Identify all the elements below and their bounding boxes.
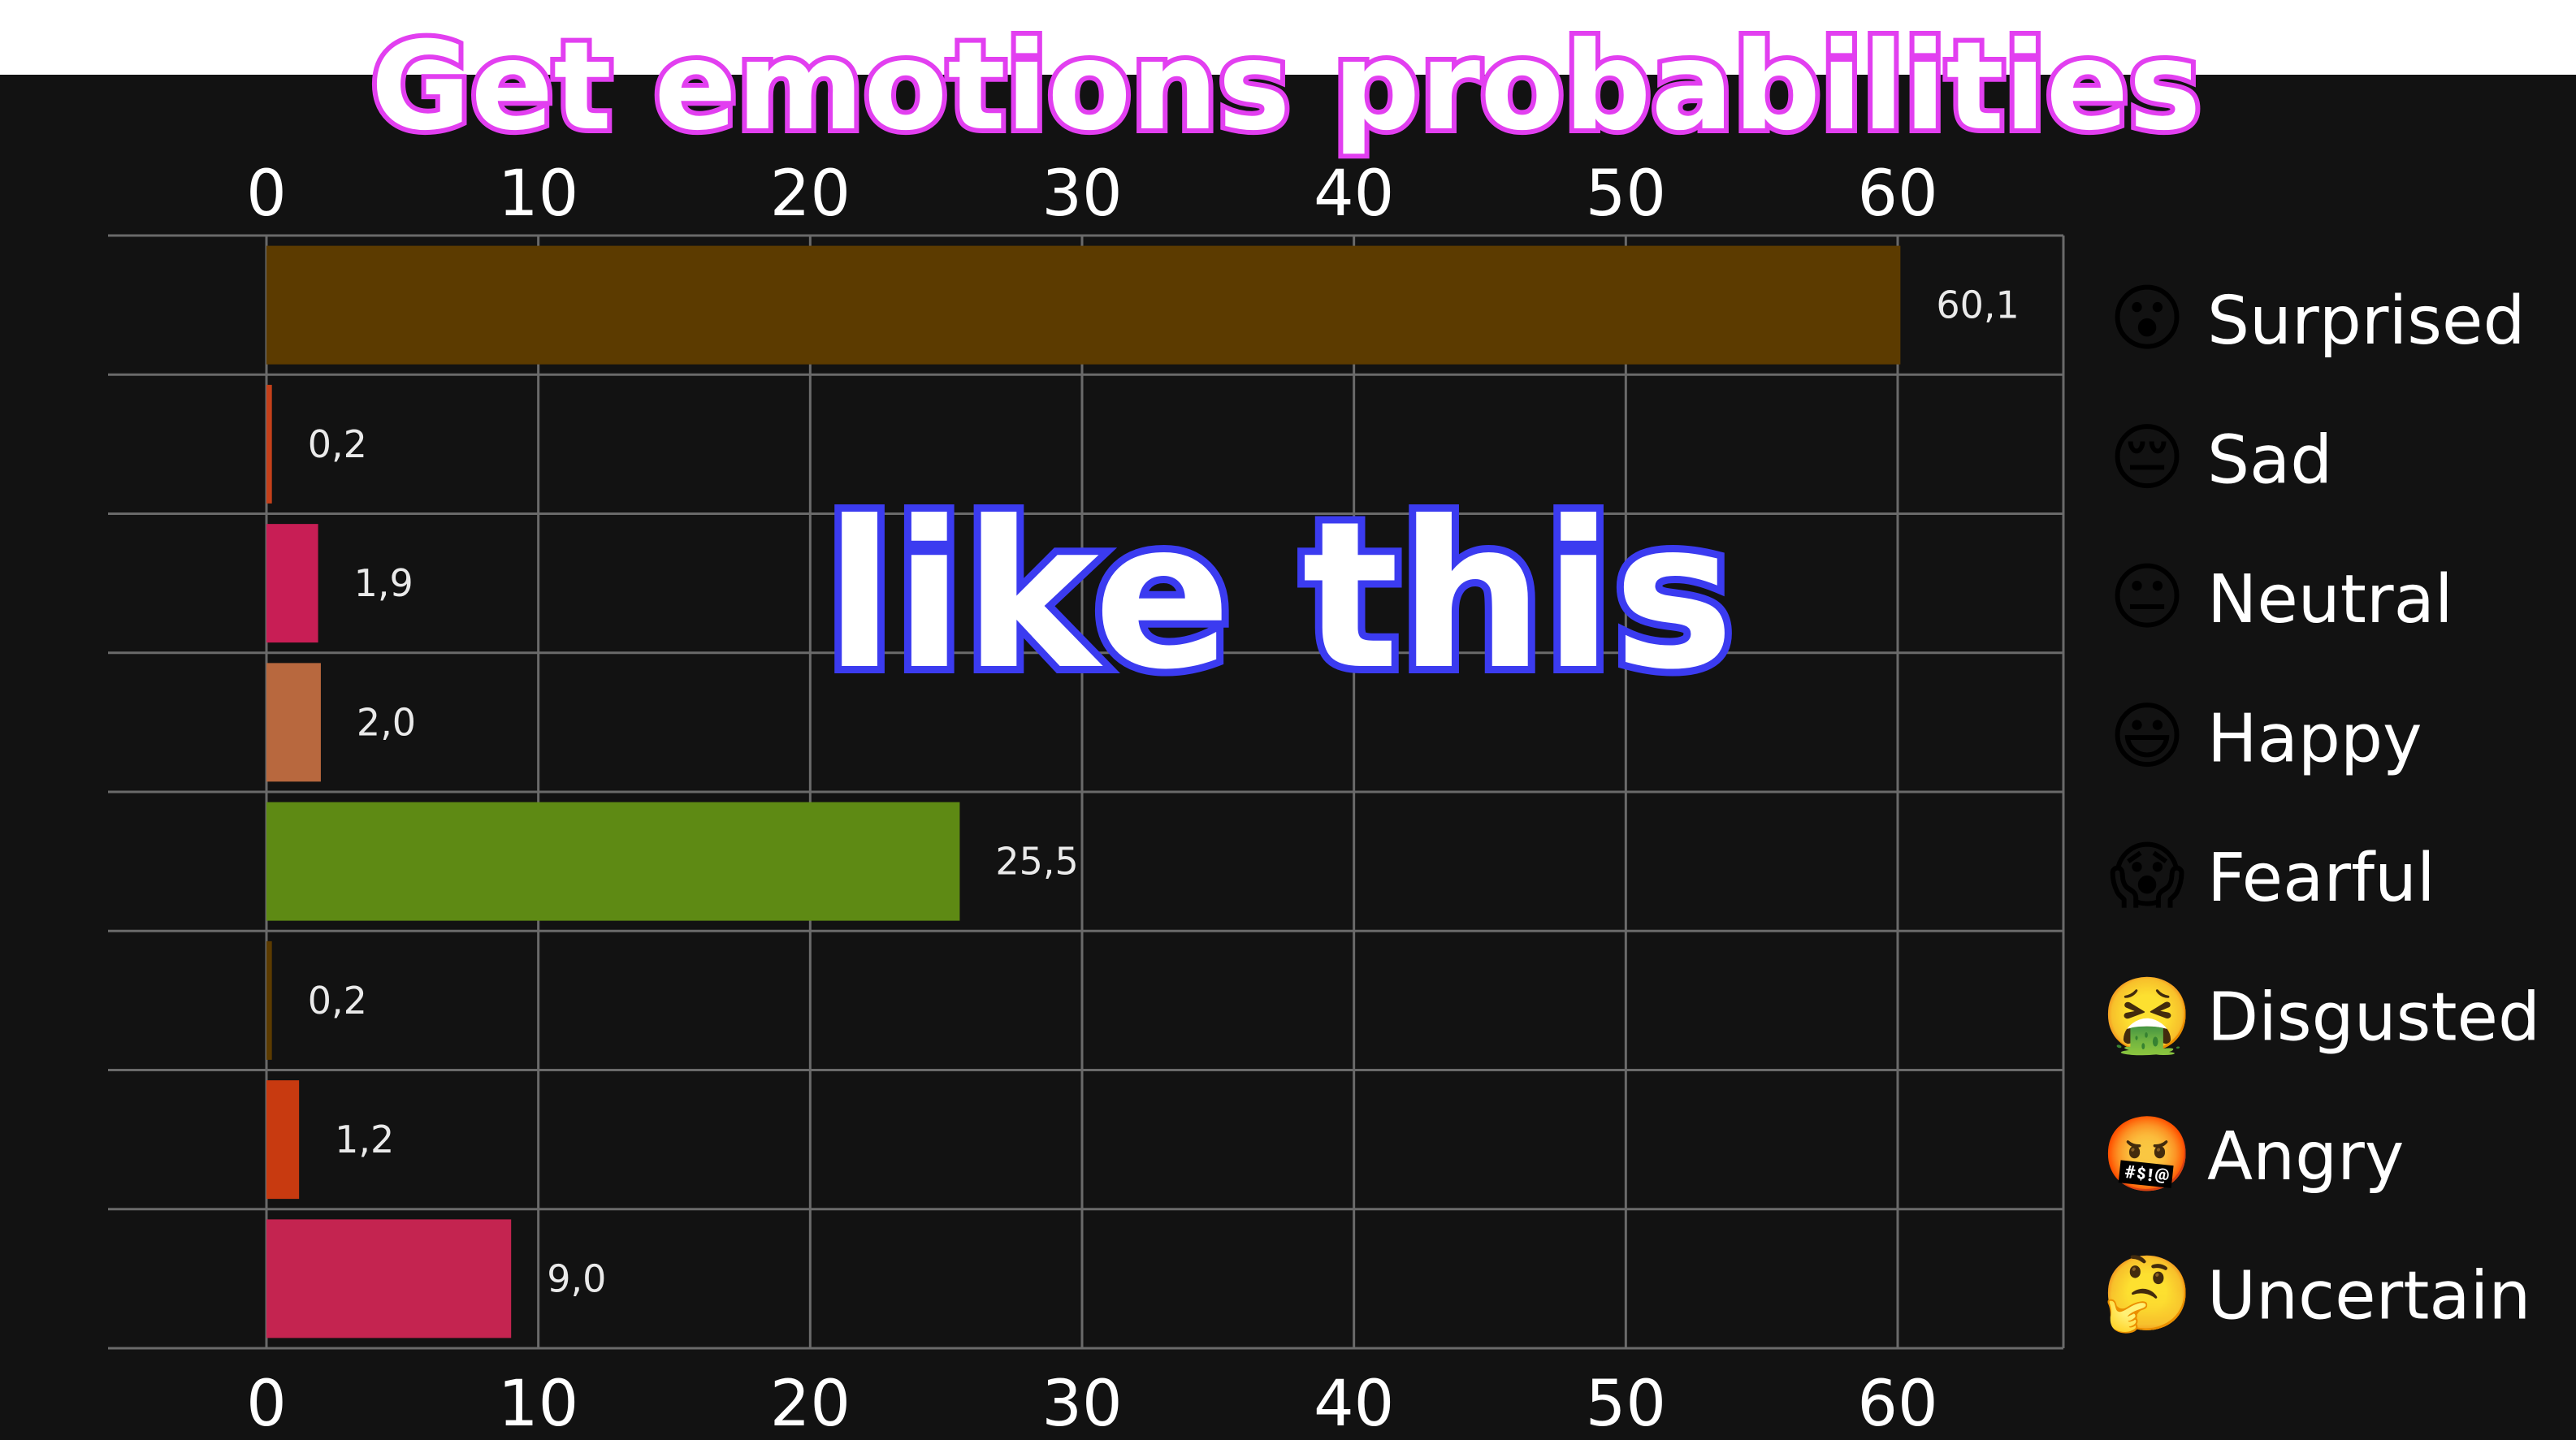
value-label: 1,9 <box>354 561 413 605</box>
bar-sad <box>266 384 272 504</box>
legend: 😮 Surprised 😔 Sad 😐 Neutral 😃 Happy 😱 Fearful🤮 Dis… <box>2102 276 2540 1337</box>
legend-label-uncertain: Uncertain <box>2207 1258 2531 1335</box>
bar-fearful <box>266 802 960 921</box>
value-label: 9,0 <box>547 1256 606 1300</box>
neutral-face-icon: 😐 <box>2109 555 2185 640</box>
bar-happy <box>266 663 321 782</box>
legend-label-disgusted: Disgusted <box>2207 979 2540 1057</box>
disgusted-face-icon: 🤮 <box>2102 973 2193 1058</box>
grid-lines <box>108 234 2065 1350</box>
bottom-tick-label: 10 <box>498 1368 578 1440</box>
happy-face-icon: 😃 <box>2109 694 2185 780</box>
top-axis-ticks: 0 10 20 30 40 50 60 <box>246 158 1937 231</box>
legend-label-angry: Angry <box>2207 1118 2404 1196</box>
top-tick-label: 60 <box>1857 158 1937 231</box>
surprised-face-icon: 😮 <box>2109 276 2185 361</box>
sad-face-icon: 😔 <box>2109 416 2185 501</box>
value-labels: 60,1 0,2 1,9 2,0 25,5 0,2 1,2 9,0 <box>308 283 2020 1301</box>
top-tick-label: 30 <box>1041 158 1122 231</box>
bars <box>266 245 1901 1338</box>
bottom-axis-ticks: 0 10 20 30 40 50 60 <box>246 1368 1937 1440</box>
bottom-tick-label: 50 <box>1586 1368 1666 1440</box>
legend-label-happy: Happy <box>2207 701 2422 778</box>
bottom-tick-label: 0 <box>246 1368 287 1440</box>
value-label: 0,2 <box>308 979 367 1023</box>
bottom-tick-label: 40 <box>1314 1368 1394 1440</box>
value-label: 25,5 <box>995 840 1078 884</box>
value-label: 60,1 <box>1936 283 2019 327</box>
bottom-tick-label: 60 <box>1857 1368 1937 1440</box>
bar-disgusted <box>266 941 272 1060</box>
fearful-face-icon: 😱 <box>2109 833 2185 919</box>
legend-label-sad: Sad <box>2207 422 2332 499</box>
value-label: 2,0 <box>357 700 416 744</box>
top-tick-label: 10 <box>498 158 578 231</box>
value-label: 1,2 <box>335 1118 394 1161</box>
bar-neutral <box>266 524 318 643</box>
value-label: 0,2 <box>308 422 367 466</box>
bar-surprised <box>266 245 1901 365</box>
legend-label-neutral: Neutral <box>2207 561 2453 638</box>
top-tick-label: 50 <box>1586 158 1666 231</box>
overlay-title: Get emotions probabilities <box>370 16 2201 158</box>
bar-angry <box>266 1080 300 1200</box>
bar-uncertain <box>266 1219 512 1338</box>
bottom-tick-label: 20 <box>770 1368 851 1440</box>
overlay-caption: like this <box>825 478 1734 714</box>
thinking-face-icon: 🤔 <box>2102 1252 2193 1337</box>
legend-label-fearful: Fearful <box>2207 840 2435 917</box>
top-tick-label: 40 <box>1314 158 1394 231</box>
bottom-tick-label: 30 <box>1041 1368 1122 1440</box>
angry-face-icon: 🤬 <box>2102 1112 2193 1197</box>
top-tick-label: 0 <box>246 158 287 231</box>
legend-label-surprised: Surprised <box>2207 283 2526 360</box>
top-tick-label: 20 <box>770 158 851 231</box>
